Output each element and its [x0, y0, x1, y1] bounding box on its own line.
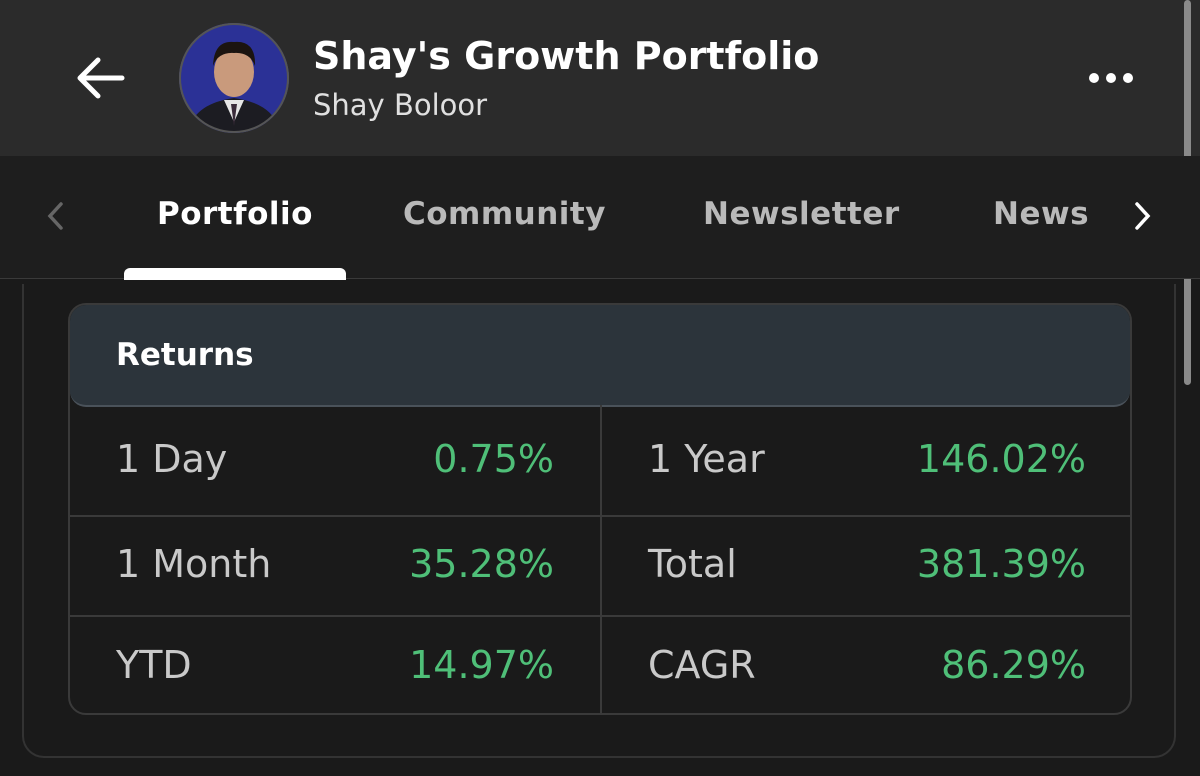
tab[interactable]: Portfolio [157, 196, 313, 232]
returns-header: Returns [70, 305, 1130, 407]
tabs-scroll-right[interactable] [1130, 200, 1154, 232]
return-label: Total [648, 542, 737, 586]
returns-title: Returns [116, 337, 254, 373]
row-divider [70, 615, 1130, 617]
tabs-scroll-left[interactable] [44, 200, 68, 232]
tab-bar [0, 156, 1200, 279]
more-menu[interactable] [1086, 68, 1136, 88]
tab[interactable]: Newsletter [703, 196, 900, 232]
return-label: 1 Day [116, 437, 228, 481]
tab[interactable]: News [993, 196, 1090, 232]
returns-table: Returns 1 Day 0.75% 1 Year 146.02% 1 Month 35… [68, 303, 1132, 715]
return-value: 35.28% [409, 542, 554, 586]
return-label: 1 Month [116, 542, 272, 586]
column-divider [600, 405, 602, 713]
return-value: 14.97% [409, 643, 554, 687]
tab[interactable]: Community [403, 196, 606, 232]
return-label: 1 Year [648, 437, 765, 481]
avatar [179, 23, 289, 133]
active-tab-indicator [124, 268, 346, 280]
return-label: CAGR [648, 643, 756, 687]
card [22, 284, 1176, 758]
return-label: YTD [116, 643, 192, 687]
author-name: Shay Boloor [313, 88, 488, 122]
row-divider [70, 515, 1130, 517]
return-value: 0.75% [433, 437, 554, 481]
portfolio-title: Shay's Growth Portfolio [313, 34, 820, 78]
return-value: 381.39% [916, 542, 1086, 586]
back-button[interactable] [72, 52, 128, 104]
return-value: 86.29% [941, 643, 1086, 687]
return-value: 146.02% [916, 437, 1086, 481]
